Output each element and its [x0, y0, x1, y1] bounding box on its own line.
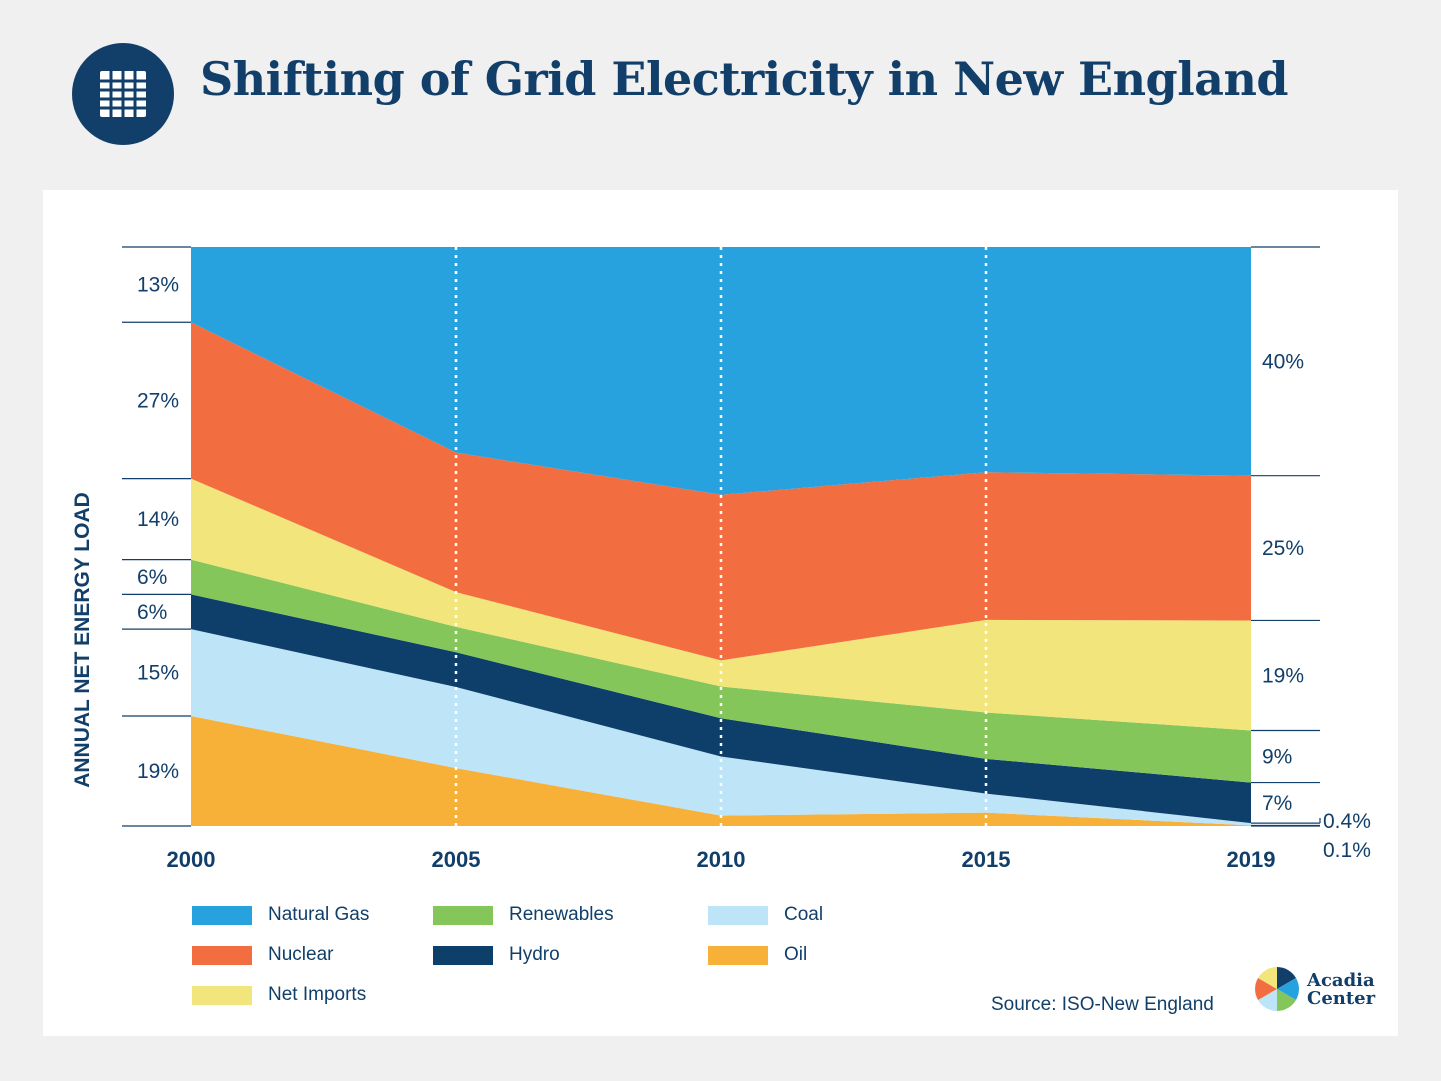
logo-line-1: Acadia	[1307, 970, 1375, 991]
left-label-1: 27%	[137, 389, 179, 412]
left-label-3: 6%	[137, 566, 167, 589]
area-hydro	[191, 594, 1251, 824]
area-oil	[191, 715, 1251, 826]
legend-swatch	[433, 946, 493, 965]
legend-label: Hydro	[509, 944, 560, 965]
area-renewables	[191, 559, 1251, 783]
left-label-0: 13%	[137, 274, 179, 297]
right-label-3: 9%	[1262, 746, 1292, 769]
x-tick-label-2010: 2010	[697, 847, 746, 872]
logo-text: Acadia Center	[1307, 972, 1375, 1008]
header-badge	[72, 43, 174, 145]
page-title: Shifting of Grid Electricity in New Engl…	[200, 52, 1289, 106]
legend-label: Coal	[784, 904, 824, 925]
legend-swatch	[433, 906, 493, 925]
right-label-2: 19%	[1262, 664, 1304, 687]
legend-label: Renewables	[509, 904, 614, 925]
legend-swatch	[192, 986, 252, 1005]
x-tick-label-2000: 2000	[167, 847, 216, 872]
area-net-imports	[191, 478, 1251, 731]
legend-label: Net Imports	[268, 984, 367, 1005]
stacked-area-chart: 13% 27% 14% 6% 6% 15% 19% 40% 25% 19% 9% 7% 0.4% 0.1…	[71, 246, 1371, 872]
legend-label: Nuclear	[268, 944, 334, 965]
area-coal	[191, 629, 1251, 826]
acadia-logo-icon	[1255, 967, 1299, 1011]
y-axis-label: ANNUAL NET ENERGY LOAD	[71, 492, 94, 788]
right-label-1: 25%	[1262, 537, 1304, 560]
left-label-6: 19%	[137, 760, 179, 783]
legend-swatch	[192, 906, 252, 925]
right-label-0: 40%	[1262, 350, 1304, 373]
x-tick-label-2005: 2005	[432, 847, 481, 872]
logo-line-2: Center	[1307, 988, 1376, 1009]
chart-panel: 13% 27% 14% 6% 6% 15% 19% 40% 25% 19% 9% 7% 0.4% 0.1…	[43, 190, 1398, 1036]
left-label-5: 15%	[137, 662, 179, 685]
x-tick-label-2019: 2019	[1227, 847, 1276, 872]
left-label-4: 6%	[137, 601, 167, 624]
source-note: Source: ISO-New England	[991, 994, 1214, 1015]
right-label-5: 0.4%	[1323, 810, 1371, 833]
legend-label: Natural Gas	[268, 904, 370, 925]
legend-swatch	[192, 946, 252, 965]
grid-icon	[100, 71, 146, 117]
right-label-6: 0.1%	[1323, 839, 1371, 862]
left-label-2: 14%	[137, 508, 179, 531]
legend-swatch	[708, 946, 768, 965]
legend-swatch	[708, 906, 768, 925]
x-tick-label-2015: 2015	[962, 847, 1011, 872]
legend-label: Oil	[784, 944, 808, 965]
right-label-4: 7%	[1262, 792, 1292, 815]
